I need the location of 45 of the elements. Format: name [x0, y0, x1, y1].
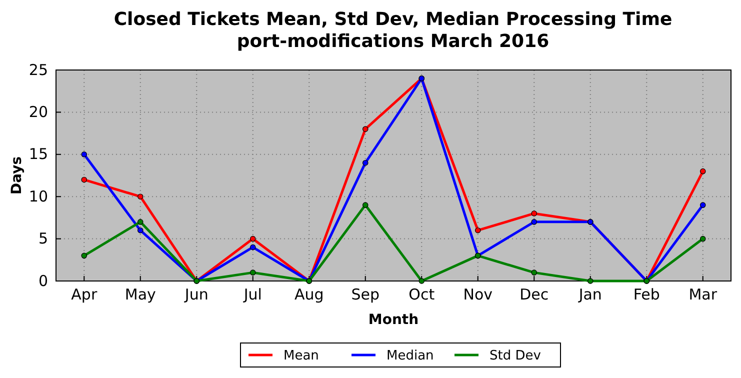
y-axis-title: Days — [9, 156, 25, 195]
point — [531, 210, 538, 216]
point — [81, 176, 88, 183]
x-tick-label: Apr — [71, 286, 98, 304]
legend-label: Std Dev — [490, 348, 542, 364]
chart-title: Closed Tickets Mean, Std Dev, Median Processing Time port-modifications March 2016 — [114, 9, 672, 52]
x-tick-label: Dec — [520, 286, 549, 304]
point — [362, 126, 368, 132]
point — [587, 278, 594, 284]
x-tick-label: Oct — [408, 286, 435, 304]
y-tick-label: 15 — [28, 145, 48, 164]
point — [700, 168, 706, 174]
x-axis-title: Month — [368, 312, 419, 328]
x-tick-label: Jul — [242, 286, 262, 304]
point — [700, 236, 706, 242]
point — [250, 236, 256, 242]
y-tick-label: 10 — [28, 187, 48, 206]
y-tick-label: 5 — [38, 230, 48, 248]
point — [137, 219, 144, 225]
y-tick-label: 0 — [38, 272, 48, 290]
x-tick-label: May — [124, 286, 156, 304]
legend-label: Mean — [284, 348, 319, 364]
point — [81, 152, 88, 158]
y-tick-label: 20 — [28, 103, 48, 121]
x-tick-label: Jan — [578, 286, 602, 304]
x-tick-label: Nov — [463, 286, 493, 304]
x-tick-label: Mar — [688, 286, 718, 304]
point — [362, 160, 368, 166]
point — [81, 252, 88, 259]
point — [362, 202, 368, 208]
point — [250, 244, 256, 250]
legend-label: Median — [386, 348, 434, 364]
point — [531, 219, 538, 225]
x-tick-label: Jun — [184, 286, 208, 304]
point — [474, 227, 481, 234]
point — [137, 227, 144, 234]
point — [700, 202, 706, 208]
point — [531, 270, 538, 276]
x-tick-label: Feb — [633, 286, 660, 304]
point — [137, 194, 144, 200]
point — [250, 270, 256, 276]
y-tick-label: 25 — [28, 60, 48, 79]
x-tick-label: Aug — [294, 286, 324, 304]
x-tick-label: Sep — [351, 286, 380, 304]
point — [418, 278, 425, 284]
